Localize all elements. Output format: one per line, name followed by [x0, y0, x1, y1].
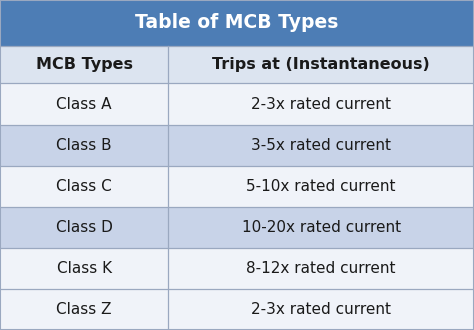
Text: 8-12x rated current: 8-12x rated current	[246, 261, 396, 276]
Bar	[0, 248, 474, 289]
Bar	[0, 0, 474, 46]
Text: Class C: Class C	[56, 179, 112, 194]
Text: Class B: Class B	[56, 138, 112, 152]
Text: 10-20x rated current: 10-20x rated current	[242, 220, 401, 235]
Text: Class K: Class K	[56, 261, 112, 276]
Text: 5-10x rated current: 5-10x rated current	[246, 179, 396, 194]
Text: 2-3x rated current: 2-3x rated current	[251, 302, 391, 317]
Bar	[0, 289, 474, 330]
Text: Trips at (Instantaneous): Trips at (Instantaneous)	[212, 57, 430, 72]
Text: Class D: Class D	[56, 220, 112, 235]
Text: Class Z: Class Z	[56, 302, 112, 317]
Bar	[0, 124, 474, 166]
Text: Table of MCB Types: Table of MCB Types	[135, 13, 339, 32]
Text: 2-3x rated current: 2-3x rated current	[251, 97, 391, 112]
Text: MCB Types: MCB Types	[36, 57, 133, 72]
Bar	[0, 207, 474, 248]
Bar	[0, 46, 474, 83]
Bar	[0, 83, 474, 124]
Bar	[0, 166, 474, 207]
Text: Class A: Class A	[56, 97, 112, 112]
Text: 3-5x rated current: 3-5x rated current	[251, 138, 391, 152]
